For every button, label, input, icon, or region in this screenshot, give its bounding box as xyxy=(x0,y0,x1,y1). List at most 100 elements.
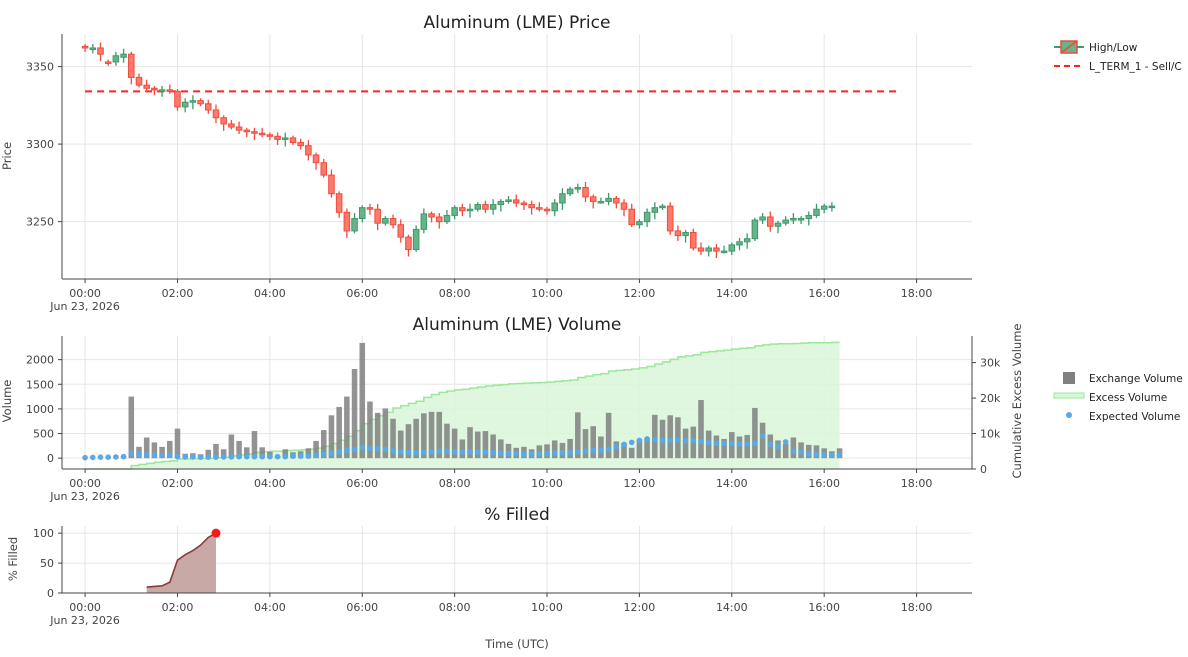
candle-body xyxy=(351,218,358,232)
candle-body xyxy=(589,196,597,202)
filled-area xyxy=(146,528,221,593)
exchange-volume-bar xyxy=(721,438,727,459)
x-tick-label: 02:00 xyxy=(162,601,194,614)
candle-body xyxy=(674,230,682,237)
candle-body xyxy=(428,213,435,218)
exchange-volume-bar xyxy=(259,447,265,459)
candle-body xyxy=(736,241,743,246)
exchange-volume-bar xyxy=(582,429,589,459)
exchange-volume-bar xyxy=(405,424,412,459)
expected-volume-point xyxy=(829,452,835,459)
expected-volume-point xyxy=(590,447,597,454)
expected-volume-point xyxy=(782,439,789,445)
exchange-volume-bar xyxy=(490,434,496,459)
candle-body xyxy=(620,202,628,210)
candle-body xyxy=(228,123,235,128)
candle-body xyxy=(174,90,181,108)
price-legend[interactable]: High/Low L_TERM_1 - Sell/C xyxy=(1054,40,1182,73)
expected-volume-point xyxy=(113,454,119,460)
legend-item-label: L_TERM_1 - Sell/C xyxy=(1089,61,1182,73)
x-tick-label: 16:00 xyxy=(808,287,840,300)
candle-body xyxy=(420,213,428,230)
candle-body xyxy=(212,109,220,119)
expected-volume-point xyxy=(143,451,150,458)
volume-y-axis-label: Volume xyxy=(0,380,14,423)
candle-body xyxy=(312,154,320,164)
x-tick-label: 04:00 xyxy=(254,287,286,300)
candle-body xyxy=(374,208,381,224)
candle-body xyxy=(235,126,243,131)
x-tick-label: 00:00 xyxy=(69,477,101,490)
expected-volume-point xyxy=(528,451,535,458)
expected-volume-point xyxy=(644,436,650,442)
expected-volume-point xyxy=(744,441,750,447)
candle-body xyxy=(690,231,697,249)
expected-volume-point xyxy=(205,454,212,460)
legend-expected-swatch xyxy=(1066,412,1072,418)
x-date-label: Jun 23, 2026 xyxy=(49,614,120,627)
expected-volume-point xyxy=(474,449,481,456)
candle-body xyxy=(536,207,543,210)
expected-volume-point xyxy=(605,446,612,453)
x-tick-label: 18:00 xyxy=(901,601,933,614)
candle-body xyxy=(805,214,813,220)
expected-volume-point xyxy=(351,446,358,453)
expected-volume-point xyxy=(151,452,158,459)
legend-item-label: Expected Volume xyxy=(1089,411,1180,423)
exchange-volume-bar xyxy=(498,439,504,459)
x-date-label: Jun 23, 2026 xyxy=(49,300,120,313)
expected-volume-point xyxy=(382,446,389,453)
exchange-volume-bar xyxy=(228,434,235,459)
expected-volume-point xyxy=(359,444,366,451)
candle-body xyxy=(297,142,304,147)
exchange-volume-bar xyxy=(374,412,381,459)
exchange-volume-bar xyxy=(575,412,581,459)
expected-volume-point xyxy=(428,448,435,455)
exchange-volume-bar xyxy=(244,447,250,459)
volume-legend[interactable]: Exchange Volume Excess Volume Expected Vol… xyxy=(1053,372,1183,423)
price-panel: 00:00 02:00 04:00 06:00 08:00 10:00 12:00 14:00… xyxy=(0,13,1182,313)
expected-volume-point xyxy=(297,453,304,459)
candle-body xyxy=(728,244,736,252)
candle-body xyxy=(205,103,212,111)
x-tick-label: 02:00 xyxy=(162,287,194,300)
expected-volume-point xyxy=(613,444,620,450)
x-tick-label: 18:00 xyxy=(901,477,933,490)
expected-volume-point xyxy=(652,436,658,443)
expected-volume-point xyxy=(705,439,712,446)
expected-volume-point xyxy=(451,448,458,455)
expected-volume-point xyxy=(667,437,674,444)
y-tick-label: 0 xyxy=(47,587,54,600)
expected-volume-point xyxy=(775,444,781,450)
expected-volume-point xyxy=(274,453,281,460)
exchange-volume-bar xyxy=(167,440,173,459)
y-tick-label: 3300 xyxy=(26,138,54,151)
expected-volume-point xyxy=(259,453,265,460)
expected-volume-point xyxy=(821,451,827,458)
cumulative-excess-axis-label: Cumulative Excess Volume xyxy=(1010,324,1024,479)
expected-volume-point xyxy=(421,449,427,456)
candle-body xyxy=(343,211,351,232)
exchange-volume-bar xyxy=(328,415,335,459)
expected-volume-point xyxy=(197,454,204,460)
expected-volume-point xyxy=(628,439,635,446)
candle-body xyxy=(158,89,166,92)
x-tick-label: 16:00 xyxy=(808,477,840,490)
price-gridlines xyxy=(62,34,972,279)
exchange-volume-bar xyxy=(436,411,443,459)
exchange-volume-bar xyxy=(344,396,350,459)
exchange-volume-bar xyxy=(367,401,373,459)
expected-volume-point xyxy=(267,453,273,460)
candle-body xyxy=(574,187,582,190)
expected-volume-point xyxy=(836,452,843,459)
x-tick-label: 04:00 xyxy=(254,477,286,490)
candle-body xyxy=(412,228,420,251)
expected-volume-point xyxy=(120,453,127,460)
expected-volume-point xyxy=(243,453,250,460)
exchange-volume-bar xyxy=(320,430,327,459)
expected-volume-point xyxy=(367,445,373,452)
candle-body xyxy=(289,137,297,144)
candle-body xyxy=(197,100,204,105)
filled-area-fill xyxy=(146,533,216,593)
